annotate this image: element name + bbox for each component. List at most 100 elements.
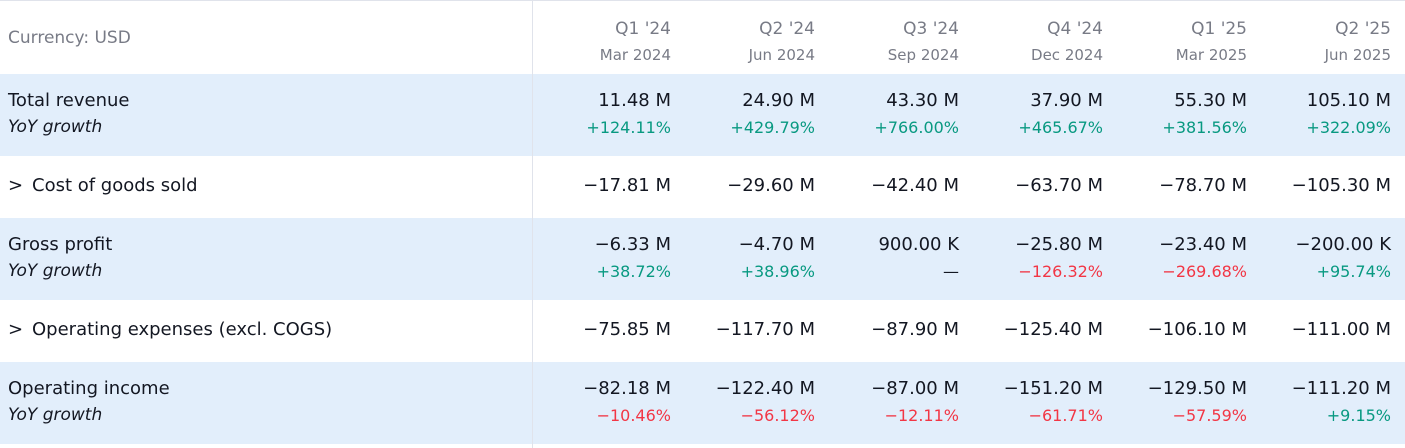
period-quarter: Q1 '24 — [615, 19, 671, 39]
cell-value: −87.90 M — [871, 319, 959, 340]
yoy-growth-value: +381.56% — [1162, 118, 1247, 137]
table-cell-q1-25: −106.10 M — [1107, 300, 1247, 362]
table-cell-q2-24: −4.70 M +38.96% — [675, 218, 815, 300]
table-cell-q3-24: −87.90 M — [819, 300, 959, 362]
table-row-cost-of-goods-sold[interactable]: > Cost of goods sold −17.81 M −29.60 M −42.4… — [0, 156, 1405, 218]
table-cell-q4-24: −63.70 M — [963, 156, 1103, 218]
cell-value: −87.00 M — [871, 378, 959, 399]
table-cell-q2-25: −200.00 K +95.74% — [1251, 218, 1391, 300]
table-cell-q1-24: −75.85 M — [531, 300, 671, 362]
period-column-q1-25: Q1 '25 Mar 2025 — [1107, 1, 1247, 75]
yoy-growth-value: −57.59% — [1172, 406, 1247, 425]
table-cell-q1-25: −129.50 M −57.59% — [1107, 362, 1247, 444]
table-cell-q3-24: 900.00 K — — [819, 218, 959, 300]
row-label-text: Operating expenses (excl. COGS) — [32, 319, 333, 340]
yoy-growth-label: YoY growth — [8, 261, 103, 281]
table-cell-q2-24: 24.90 M +429.79% — [675, 74, 815, 156]
cell-value: −125.40 M — [1003, 319, 1103, 340]
period-date: Sep 2024 — [887, 46, 959, 64]
currency-label: Currency: USD — [8, 28, 131, 48]
yoy-growth-label: YoY growth — [8, 405, 103, 425]
table-cell-q2-24: −117.70 M — [675, 300, 815, 362]
yoy-growth-value: +766.00% — [874, 118, 959, 137]
row-label-text: Operating income — [8, 378, 170, 399]
cell-value: −42.40 M — [871, 175, 959, 196]
period-column-q3-24: Q3 '24 Sep 2024 — [819, 1, 959, 75]
cell-value: −122.40 M — [715, 378, 815, 399]
cell-value: −105.30 M — [1291, 175, 1391, 196]
table-cell-q1-25: −23.40 M −269.68% — [1107, 218, 1247, 300]
yoy-growth-value: −10.46% — [596, 406, 671, 425]
row-label: Operating income — [8, 378, 170, 399]
table-cell-q1-24: −17.81 M — [531, 156, 671, 218]
period-column-q4-24: Q4 '24 Dec 2024 — [963, 1, 1103, 75]
period-column-q1-24: Q1 '24 Mar 2024 — [531, 1, 671, 75]
period-date: Jun 2024 — [748, 46, 815, 64]
table-cell-q1-25: 55.30 M +381.56% — [1107, 74, 1247, 156]
row-label: Gross profit — [8, 234, 112, 255]
table-row-operating-income: Operating income YoY growth −82.18 M −10.46… — [0, 362, 1405, 444]
row-label-text: Gross profit — [8, 234, 113, 255]
period-quarter: Q3 '24 — [903, 19, 959, 39]
yoy-growth-value: +322.09% — [1306, 118, 1391, 137]
table-cell-q2-24: −29.60 M — [675, 156, 815, 218]
table-cell-q2-24: −122.40 M −56.12% — [675, 362, 815, 444]
cell-value: −82.18 M — [583, 378, 671, 399]
yoy-growth-value: +38.96% — [740, 262, 815, 281]
table-cell-q2-25: −111.20 M +9.15% — [1251, 362, 1391, 444]
table-cell-q4-24: 37.90 M +465.67% — [963, 74, 1103, 156]
cell-value: 43.30 M — [886, 90, 959, 111]
yoy-growth-value: +38.72% — [596, 262, 671, 281]
row-label[interactable]: > Cost of goods sold — [8, 175, 198, 196]
table-cell-q4-24: −25.80 M −126.32% — [963, 218, 1103, 300]
table-row-gross-profit: Gross profit YoY growth −6.33 M +38.72% −4.7… — [0, 218, 1405, 300]
period-date: Dec 2024 — [1031, 46, 1103, 64]
yoy-growth-value: −269.68% — [1162, 262, 1247, 281]
cell-value: −111.20 M — [1291, 378, 1391, 399]
cell-value: 55.30 M — [1174, 90, 1247, 111]
cell-value: −63.70 M — [1015, 175, 1103, 196]
row-label[interactable]: > Operating expenses (excl. COGS) — [8, 319, 332, 340]
cell-value: −111.00 M — [1291, 319, 1391, 340]
yoy-growth-value: +429.79% — [730, 118, 815, 137]
yoy-growth-label: YoY growth — [8, 117, 103, 137]
yoy-growth-value: +9.15% — [1326, 406, 1391, 425]
cell-value: −29.60 M — [727, 175, 815, 196]
table-cell-q3-24: 43.30 M +766.00% — [819, 74, 959, 156]
cell-value: −75.85 M — [583, 319, 671, 340]
cell-value: −78.70 M — [1159, 175, 1247, 196]
row-label-text: Cost of goods sold — [32, 175, 198, 196]
period-quarter: Q2 '25 — [1335, 19, 1391, 39]
table-cell-q3-24: −42.40 M — [819, 156, 959, 218]
cell-value: −117.70 M — [715, 319, 815, 340]
period-date: Mar 2025 — [1175, 46, 1247, 64]
yoy-growth-value: −56.12% — [740, 406, 815, 425]
cell-value: −17.81 M — [583, 175, 671, 196]
cell-value: −25.80 M — [1015, 234, 1103, 255]
table-cell-q2-25: 105.10 M +322.09% — [1251, 74, 1391, 156]
yoy-growth-value: −12.11% — [884, 406, 959, 425]
yoy-growth-value: −61.71% — [1028, 406, 1103, 425]
table-cell-q1-24: −6.33 M +38.72% — [531, 218, 671, 300]
chevron-right-icon[interactable]: > — [8, 175, 24, 196]
cell-value: −106.10 M — [1147, 319, 1247, 340]
table-cell-q3-24: −87.00 M −12.11% — [819, 362, 959, 444]
cell-value: −23.40 M — [1159, 234, 1247, 255]
table-cell-q1-24: −82.18 M −10.46% — [531, 362, 671, 444]
table-row-operating-expenses[interactable]: > Operating expenses (excl. COGS) −75.85 M… — [0, 300, 1405, 362]
chevron-right-icon[interactable]: > — [8, 319, 24, 340]
cell-value: −4.70 M — [738, 234, 815, 255]
row-label-text: Total revenue — [8, 90, 130, 111]
yoy-growth-value: +465.67% — [1018, 118, 1103, 137]
table-cell-q1-25: −78.70 M — [1107, 156, 1247, 218]
cell-value: 37.90 M — [1030, 90, 1103, 111]
period-quarter: Q2 '24 — [759, 19, 815, 39]
yoy-growth-value: — — [943, 262, 959, 281]
cell-value: 11.48 M — [598, 90, 671, 111]
table-cell-q4-24: −151.20 M −61.71% — [963, 362, 1103, 444]
column-separator — [532, 0, 533, 448]
yoy-growth-value: +95.74% — [1316, 262, 1391, 281]
period-date: Jun 2025 — [1324, 46, 1391, 64]
period-quarter: Q1 '25 — [1191, 19, 1247, 39]
table-cell-q2-25: −111.00 M — [1251, 300, 1391, 362]
